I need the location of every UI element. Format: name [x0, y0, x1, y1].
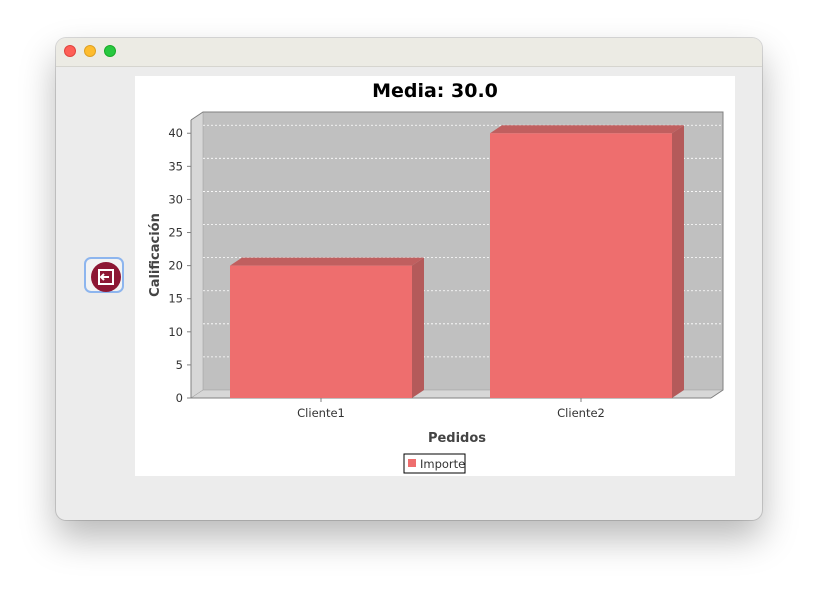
bar-side-1 [672, 125, 684, 398]
y-tick-label-8: 40 [168, 126, 183, 140]
chart-panel: Media: 30.0 0 5 10 15 20 25 30 35 40 Cliente1 Cli… [135, 76, 735, 476]
exit-arrow-icon [98, 269, 114, 285]
close-button[interactable] [64, 45, 76, 57]
y-tick-label-1: 5 [176, 358, 183, 372]
bar-top-1 [490, 125, 684, 134]
bar-1 [490, 133, 672, 398]
y-tick-label-2: 10 [168, 325, 183, 339]
legend: Importe [403, 453, 466, 474]
y-tick-label-3: 15 [168, 292, 183, 306]
x-axis-label: Pedidos [428, 431, 486, 446]
y-axis-label: Calificación [148, 213, 163, 297]
bar-side-0 [412, 257, 424, 398]
bar-0 [230, 265, 412, 398]
x-tick-label-0: Cliente1 [297, 406, 345, 420]
chart-title: Media: 30.0 [372, 80, 498, 102]
minimize-button[interactable] [84, 45, 96, 57]
y-tick-label-4: 20 [168, 259, 183, 273]
y-axis-ticks: 0 5 10 15 20 25 30 35 40 [168, 126, 191, 405]
legend-swatch [408, 459, 416, 467]
y-tick-label-7: 35 [168, 159, 183, 173]
bar-top-0 [230, 257, 424, 266]
plot-outline [190, 111, 724, 399]
y-tick-label-6: 30 [168, 192, 183, 206]
y-tick-label-0: 0 [176, 391, 183, 405]
plot-left-wall [190, 111, 204, 399]
app-window: Media: 30.0 0 5 10 15 20 25 30 35 40 Cliente1 Cli… [56, 38, 762, 520]
x-axis-ticks: Cliente1 Cliente2 [297, 398, 605, 420]
title-bar [56, 38, 762, 67]
legend-box [403, 453, 466, 474]
y-tick-label-5: 25 [168, 226, 183, 240]
exit-button[interactable] [84, 257, 124, 293]
legend-label: Importe [420, 457, 465, 471]
bars [230, 125, 684, 398]
x-tick-label-1: Cliente2 [557, 406, 605, 420]
maximize-button[interactable] [104, 45, 116, 57]
